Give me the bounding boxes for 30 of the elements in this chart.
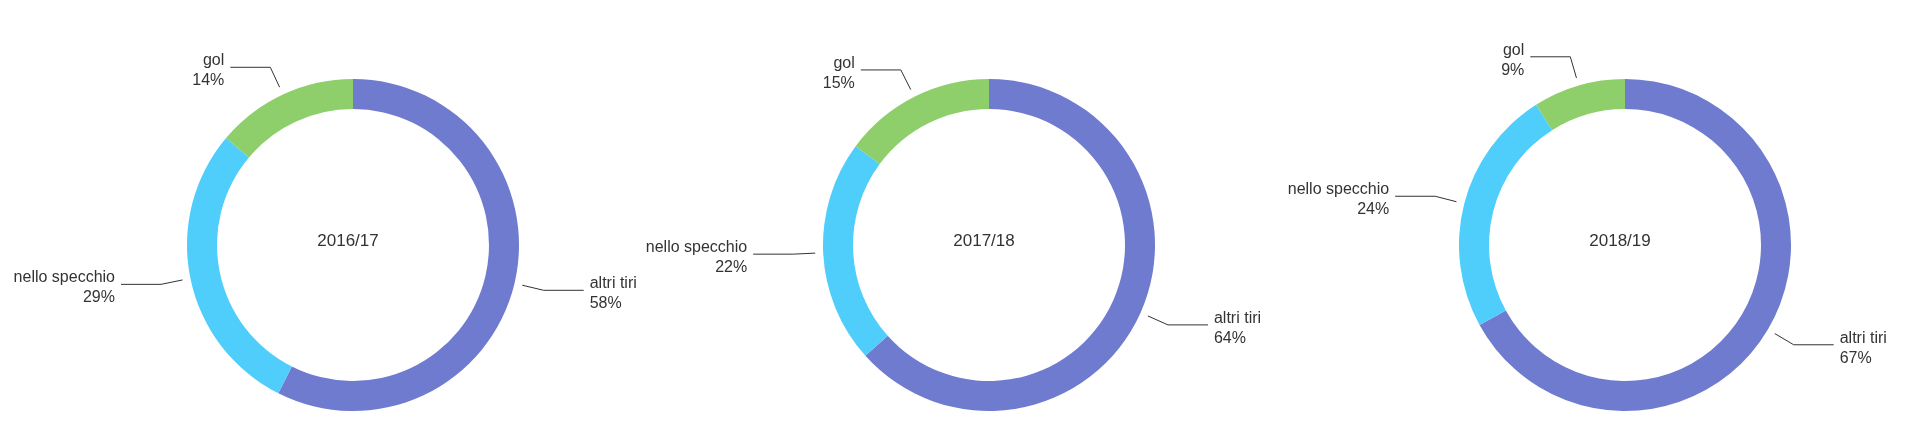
slice-label: gol [1502,40,1525,58]
slice-label: gol [202,51,225,69]
donut-slice [823,146,888,356]
slice-label: nello specchio [1287,180,1390,198]
slice-label: altri tiri [1839,328,1887,346]
donut-slice [855,79,989,165]
slice-label: gol [833,53,855,71]
donut-slice [1479,79,1791,411]
donut-slice [278,79,519,411]
donut-slice [187,138,292,394]
data-label: 64% [1213,328,1246,346]
slice-label: altri tiri [589,274,637,292]
text: 2017/18 [953,231,1015,250]
data-label: 67% [1839,348,1872,366]
data-label: 29% [82,288,115,306]
donut-slice [1459,104,1553,325]
slice-label: altri tiri [1213,308,1262,326]
donut-slice [226,79,353,158]
data-label: 14% [192,71,225,89]
donut-slice [865,79,1155,411]
data-label: 15% [822,73,855,91]
slice-label: nello specchio [13,268,116,286]
text: 2018/19 [1589,231,1651,250]
data-label: 24% [1357,200,1390,218]
text: 2016/17 [317,231,379,250]
data-label: 9% [1501,60,1525,78]
data-label: 22% [715,258,748,276]
slice-label: nello specchio [645,238,748,256]
donut-slice [1536,79,1625,131]
data-label: 58% [589,294,622,312]
